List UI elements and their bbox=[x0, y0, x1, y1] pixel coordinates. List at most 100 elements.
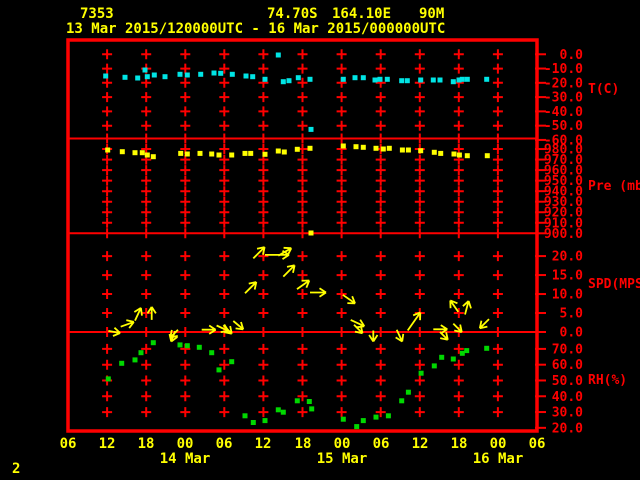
grid-plus-marks bbox=[102, 49, 503, 418]
pres-point bbox=[197, 150, 203, 156]
axis-tick-label: 910.0 bbox=[544, 216, 583, 231]
rh-point bbox=[229, 359, 235, 365]
axis-tick-label: 20.0 bbox=[552, 250, 583, 265]
pres-point bbox=[307, 145, 313, 151]
rh-point bbox=[242, 413, 248, 419]
temp-point bbox=[144, 74, 150, 80]
axis-tick-label: 20.0 bbox=[552, 421, 583, 436]
temp-point bbox=[418, 77, 424, 83]
pres-point bbox=[248, 150, 254, 156]
header-station-id: 7353 bbox=[80, 6, 114, 22]
pres-axis: 980.0970.0960.0950.0940.0930.0920.0910.0… bbox=[535, 143, 640, 242]
pres-axis-title: Pre (mb) bbox=[588, 179, 640, 194]
wind-arrow-glyph bbox=[406, 311, 422, 332]
rh-axis-title: RH(%) bbox=[588, 373, 627, 388]
rh-point bbox=[119, 360, 125, 366]
pres-point bbox=[144, 152, 150, 158]
wind-arrow bbox=[133, 307, 143, 321]
pres-point bbox=[451, 151, 457, 157]
wind-arrow-glyph bbox=[342, 294, 356, 305]
temp-point bbox=[464, 76, 470, 82]
wind-arrow bbox=[244, 281, 258, 294]
pres-point bbox=[438, 150, 444, 156]
temp-axis: 0.0-10.0-20.0-30.0-40.0-50.0-60.0 T(C) bbox=[535, 48, 619, 148]
wind-arrow-glyph bbox=[395, 329, 405, 343]
wind-arrow bbox=[201, 324, 217, 335]
temp-point bbox=[142, 67, 148, 73]
axis-tick-label: 930.0 bbox=[544, 195, 583, 210]
temp-point bbox=[372, 77, 378, 83]
rh-point bbox=[354, 424, 360, 430]
wind-arrow-glyph bbox=[222, 324, 233, 335]
temp-point bbox=[437, 77, 443, 83]
wind-arrow bbox=[169, 329, 179, 339]
pres-point bbox=[456, 152, 462, 158]
wind-arrow bbox=[439, 331, 449, 341]
rh-point bbox=[138, 350, 144, 356]
temp-point bbox=[377, 76, 383, 82]
wind-arrow bbox=[395, 329, 405, 343]
pres-point bbox=[242, 150, 248, 156]
temp-point bbox=[286, 78, 292, 84]
temp-point bbox=[484, 76, 490, 82]
temp-point bbox=[177, 71, 183, 77]
wind-arrow-glyph bbox=[232, 320, 245, 331]
temp-point bbox=[404, 78, 410, 84]
rh-axis: 70.060.050.040.030.020.0 RH(%) bbox=[535, 342, 627, 436]
rh-point bbox=[309, 406, 315, 412]
time-tick-label: 18 bbox=[450, 436, 468, 452]
pres-point bbox=[229, 152, 235, 158]
date-label: 15 Mar bbox=[316, 451, 368, 467]
time-tick-label: 06 bbox=[528, 436, 546, 452]
rh-point bbox=[405, 389, 411, 395]
wind-arrow-glyph bbox=[120, 319, 135, 329]
wind-arrow bbox=[449, 299, 460, 313]
axis-tick-label: 950.0 bbox=[544, 174, 583, 189]
rh-point bbox=[385, 413, 391, 419]
time-tick-label: 12 bbox=[98, 436, 116, 452]
time-tick-label: 12 bbox=[254, 436, 272, 452]
temp-point bbox=[243, 73, 249, 79]
axis-tick-label: 960.0 bbox=[544, 164, 583, 179]
wind-arrow-glyph bbox=[244, 281, 258, 294]
spd-series bbox=[108, 246, 490, 343]
time-tick-label: 00 bbox=[489, 436, 507, 452]
time-tick-label: 00 bbox=[176, 436, 194, 452]
temp-point bbox=[340, 76, 346, 82]
wind-arrow bbox=[406, 311, 422, 332]
axis-tick-label: 5.0 bbox=[560, 307, 584, 322]
wind-arrow-glyph bbox=[478, 318, 490, 330]
spd-axis: 20.0 15.0 10.0 5.0 0.0 SPD(MPS) bbox=[535, 250, 640, 341]
axis-tick-label: 0.0 bbox=[560, 326, 584, 341]
rh-point bbox=[399, 398, 405, 404]
pres-point bbox=[431, 149, 437, 155]
pres-point bbox=[178, 150, 184, 156]
axis-tick-label: 970.0 bbox=[544, 153, 583, 168]
pres-point bbox=[418, 148, 424, 154]
wind-arrow-glyph bbox=[201, 324, 217, 335]
temp-axis-title: T(C) bbox=[588, 82, 619, 97]
wind-arrow-glyph bbox=[282, 264, 296, 278]
pres-point bbox=[262, 151, 268, 157]
temp-point bbox=[211, 70, 217, 76]
pres-point bbox=[105, 147, 111, 153]
temp-point bbox=[430, 77, 436, 83]
temp-point bbox=[295, 75, 301, 81]
wind-arrow-glyph bbox=[439, 331, 449, 341]
pres-point bbox=[275, 148, 281, 154]
temp-point bbox=[229, 71, 235, 77]
wind-arrow bbox=[282, 264, 296, 278]
temp-point bbox=[135, 75, 141, 81]
pres-point bbox=[340, 143, 346, 149]
axis-tick-label: 40.0 bbox=[552, 390, 583, 405]
pres-point bbox=[308, 230, 314, 236]
axis-tick-label: 50.0 bbox=[552, 374, 583, 389]
pres-point bbox=[139, 150, 145, 156]
pres-point bbox=[484, 153, 490, 159]
wind-arrow-glyph bbox=[169, 329, 179, 339]
temp-point bbox=[198, 71, 204, 77]
axis-tick-label: 900.0 bbox=[544, 227, 583, 242]
rh-point bbox=[184, 343, 190, 349]
time-tick-label: 12 bbox=[411, 436, 429, 452]
rh-point bbox=[132, 357, 138, 363]
